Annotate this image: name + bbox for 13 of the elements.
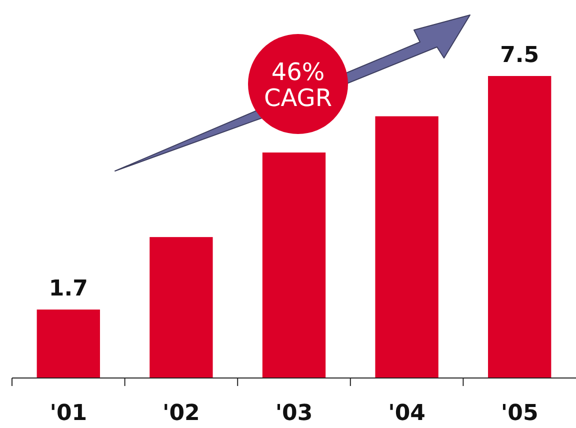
data-label: 7.5 <box>500 43 540 68</box>
x-tick-label: '03 <box>275 401 313 426</box>
bar <box>36 310 100 378</box>
bar <box>150 237 213 378</box>
bar <box>375 116 438 378</box>
x-tick-label: '05 <box>500 401 538 426</box>
bar <box>262 152 326 378</box>
x-tick-label: '02 <box>162 401 200 426</box>
annotation: 46% CAGR <box>264 58 332 112</box>
x-tick-label: '01 <box>50 401 88 426</box>
x-tick-label: '04 <box>388 401 426 426</box>
bar <box>488 76 552 378</box>
data-label: 1.7 <box>48 276 88 302</box>
